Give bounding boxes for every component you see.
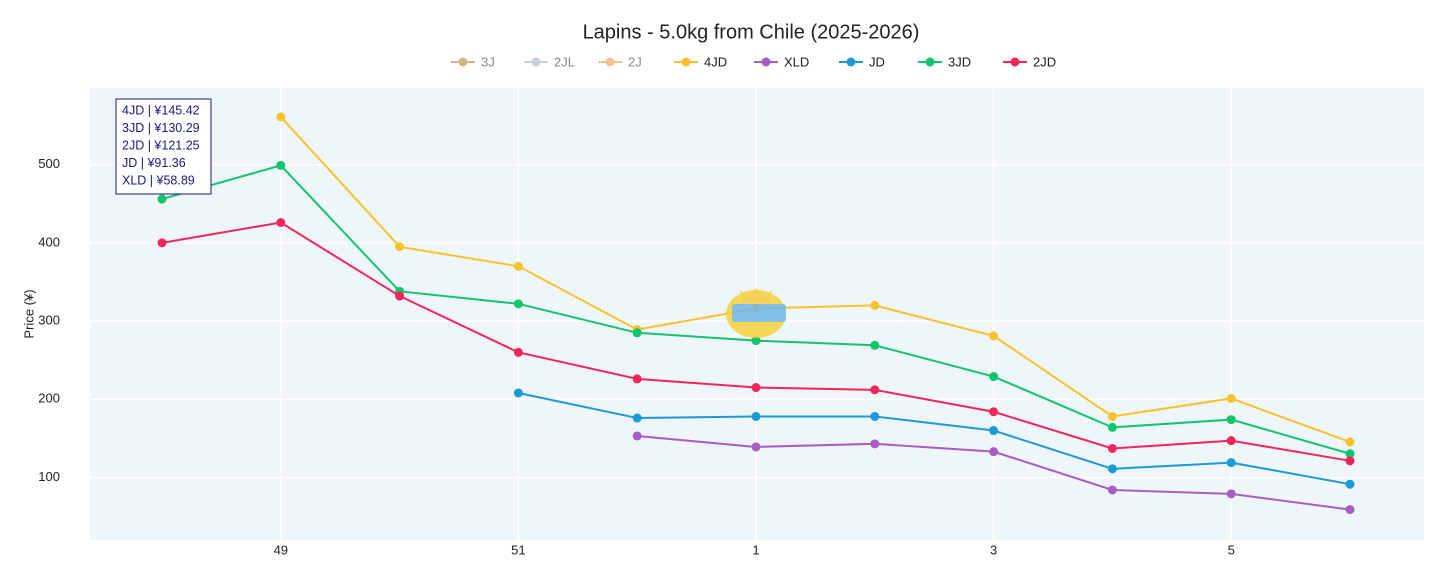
data-point	[157, 238, 167, 248]
data-point	[632, 413, 642, 423]
legend-label: XLD	[784, 54, 809, 69]
data-point	[513, 299, 523, 309]
data-point	[870, 439, 880, 449]
data-point	[632, 374, 642, 384]
x-tick-label: 51	[511, 542, 525, 557]
tooltip-line: 2JD | ¥121.25	[122, 138, 200, 152]
data-point	[1226, 489, 1236, 499]
legend-marker	[605, 57, 615, 67]
data-point	[751, 336, 761, 346]
watermark	[726, 288, 786, 338]
legend-marker	[925, 57, 935, 67]
data-point	[276, 218, 286, 228]
data-point	[1107, 422, 1117, 432]
data-point	[1345, 505, 1355, 515]
data-point	[989, 372, 999, 382]
tooltip-line: 4JD | ¥145.42	[122, 103, 200, 117]
data-point	[870, 411, 880, 421]
data-point	[513, 347, 523, 357]
legend-label: 4JD	[704, 54, 727, 69]
legend-label: 2JL	[554, 54, 575, 69]
legend-marker	[458, 57, 468, 67]
data-point	[1226, 458, 1236, 468]
data-point	[1345, 456, 1355, 466]
data-point	[1226, 436, 1236, 446]
y-tick-label: 500	[38, 156, 60, 171]
y-tick-label: 100	[38, 469, 60, 484]
legend: 3J 2JL 2J 4JD XLD JD 3JD 2JD	[451, 54, 1056, 69]
data-point	[632, 431, 642, 441]
data-point	[395, 242, 405, 252]
data-point	[1345, 437, 1355, 447]
data-point	[751, 411, 761, 421]
data-point	[989, 331, 999, 341]
legend-label: JD	[869, 54, 885, 69]
data-point	[157, 194, 167, 204]
x-tick-label: 1	[752, 542, 759, 557]
x-tick-label: 49	[274, 542, 288, 557]
data-point	[751, 383, 761, 393]
data-point	[989, 426, 999, 436]
legend-label: 2JD	[1033, 54, 1056, 69]
x-tick-label: 5	[1228, 542, 1235, 557]
data-point	[989, 447, 999, 457]
data-point	[276, 160, 286, 170]
data-point	[1107, 464, 1117, 474]
data-point	[870, 340, 880, 350]
legend-label: 2J	[628, 54, 642, 69]
legend-label: 3JD	[948, 54, 971, 69]
data-point	[513, 261, 523, 271]
chart-title: Lapins - 5.0kg from Chile (2025-2026)	[583, 21, 920, 43]
legend-marker	[846, 57, 856, 67]
tooltip: 4JD | ¥145.42 3JD | ¥130.29 2JD | ¥121.25 J…	[115, 98, 212, 195]
legend-marker	[531, 57, 541, 67]
data-point	[513, 388, 523, 398]
tooltip-box	[115, 98, 212, 195]
data-point	[870, 385, 880, 395]
data-point	[870, 300, 880, 310]
legend-marker	[761, 57, 771, 67]
data-point	[1226, 415, 1236, 425]
legend-marker	[681, 57, 691, 67]
x-tick-label: 3	[990, 542, 997, 557]
y-tick-label: 400	[38, 234, 60, 249]
data-point	[632, 328, 642, 338]
data-point	[1107, 444, 1117, 454]
legend-marker	[1010, 57, 1020, 67]
series-line	[518, 392, 1351, 486]
data-point	[1107, 485, 1117, 495]
tooltip-line: 3JD | ¥130.29	[122, 121, 200, 135]
data-point	[1107, 411, 1117, 421]
data-point	[751, 442, 761, 452]
data-point	[1345, 479, 1355, 489]
tooltip-line: XLD | ¥58.89	[122, 173, 195, 187]
series-line	[280, 116, 1351, 443]
legend-label: 3J	[481, 54, 495, 69]
data-point	[276, 112, 286, 122]
lines	[157, 112, 1355, 515]
data-point	[1226, 393, 1236, 403]
tooltip-line: JD | ¥91.36	[122, 156, 186, 170]
data-point	[1345, 449, 1355, 459]
y-axis-label: Price (¥)	[21, 289, 36, 338]
data-point	[989, 407, 999, 417]
y-tick-label: 200	[38, 391, 60, 406]
y-tick-label: 300	[38, 312, 60, 327]
data-point	[395, 291, 405, 301]
